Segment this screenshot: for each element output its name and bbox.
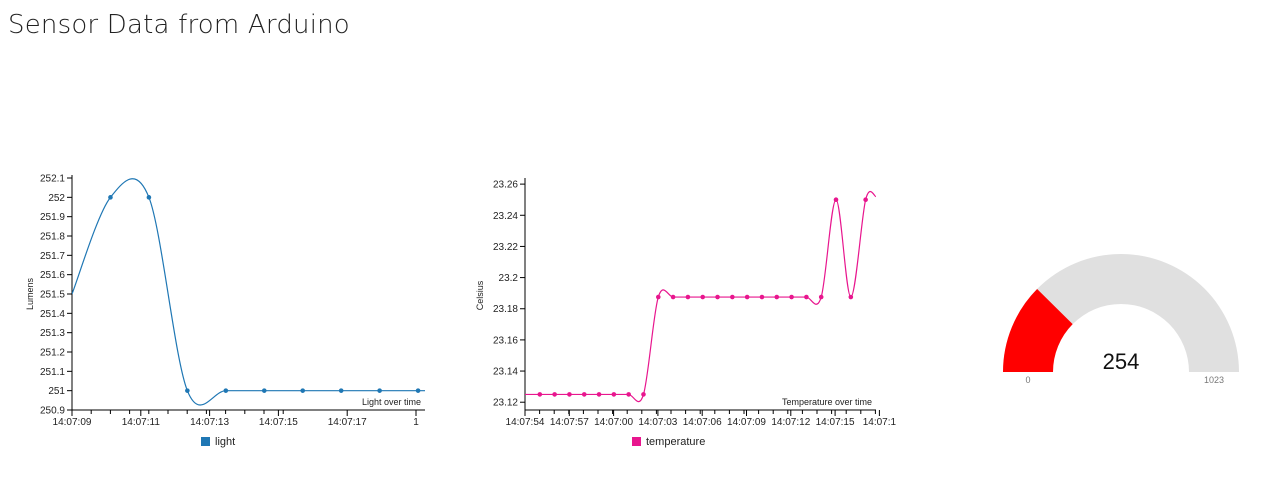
data-point (744, 294, 750, 300)
data-point (685, 294, 691, 300)
y-tick-label: 251.6 (40, 270, 65, 281)
x-tick-label: 14:07:09 (727, 417, 766, 428)
x-tick-label: 14:07:13 (190, 417, 229, 428)
data-point (581, 392, 587, 397)
data-point (759, 294, 765, 300)
x-tick-label: 14:07:03 (638, 417, 677, 428)
gauge-min-label: 0 (1025, 375, 1030, 385)
y-tick-label: 251.3 (40, 328, 65, 339)
x-tick-label: 14:07:15 (259, 417, 298, 428)
legend-label: temperature (646, 436, 705, 448)
data-point (804, 294, 809, 300)
y-tick-label: 251 (48, 386, 65, 397)
x-tick-label: 14:07:06 (683, 417, 722, 428)
x-tick-label: 14:07:12 (771, 417, 810, 428)
data-point (715, 294, 720, 300)
data-point (261, 388, 267, 393)
x-tick-label: 14:07:17 (328, 417, 367, 428)
data-point (108, 195, 113, 200)
chart-annotation: Temperature over time (782, 397, 872, 407)
x-tick-label: 14:07:57 (550, 417, 589, 428)
chart-annotation: Light over time (362, 397, 421, 407)
y-tick-label: 251.9 (40, 212, 65, 223)
y-tick-label: 23.26 (493, 180, 518, 191)
y-tick-label: 23.12 (493, 398, 518, 409)
x-tick-label: 14:07:15 (816, 417, 855, 428)
y-axis-title: Celsius (475, 280, 485, 310)
data-point (655, 294, 661, 300)
y-tick-label: 251.5 (40, 290, 65, 301)
y-tick-label: 252 (48, 193, 65, 204)
data-point (833, 197, 839, 202)
data-point (377, 388, 382, 393)
y-tick-label: 250.9 (40, 406, 65, 417)
y-tick-label: 23.16 (493, 335, 518, 346)
data-point (611, 392, 617, 397)
x-tick-label: 14:07:11 (122, 417, 161, 428)
data-point (146, 195, 152, 200)
legend-label: light (215, 436, 235, 448)
x-tick-label: 14:07:09 (53, 417, 92, 428)
y-axis-title: Lumens (25, 277, 35, 310)
data-point (818, 294, 824, 300)
gauge-track (1003, 254, 1239, 372)
y-tick-label: 23.24 (493, 211, 518, 222)
data-point (863, 197, 868, 202)
data-point (848, 294, 854, 300)
data-point (223, 388, 229, 393)
data-point (338, 388, 344, 393)
data-point (596, 392, 602, 397)
data-point (730, 294, 735, 300)
data-point (537, 392, 543, 397)
y-tick-label: 23.18 (493, 304, 518, 315)
gauge-fill (1003, 289, 1073, 372)
data-point (789, 294, 794, 300)
data-point (670, 294, 676, 300)
data-point (300, 388, 306, 393)
data-point (415, 388, 421, 393)
x-tick-label: 14:07:00 (594, 417, 633, 428)
x-tick-label: 1 (413, 417, 419, 428)
y-tick-label: 251.7 (40, 251, 65, 262)
y-tick-label: 23.14 (493, 367, 518, 378)
y-tick-label: 251.8 (40, 232, 65, 243)
data-point (700, 294, 706, 300)
y-tick-label: 251.1 (40, 367, 65, 378)
y-tick-label: 23.2 (499, 273, 519, 284)
x-tick-label: 14:07:1 (863, 417, 897, 428)
y-tick-label: 251.2 (40, 348, 65, 359)
data-point (641, 392, 646, 397)
x-tick-label: 14:07:54 (506, 417, 545, 428)
data-point (185, 388, 190, 393)
y-tick-label: 251.4 (40, 309, 65, 320)
data-point (567, 392, 572, 397)
legend-swatch (632, 437, 641, 446)
data-point (552, 392, 557, 397)
page-title: Sensor Data from Arduino (8, 10, 350, 40)
gauge-value: 254 (1103, 349, 1140, 374)
y-tick-label: 252.1 (40, 174, 65, 185)
data-point (774, 294, 780, 300)
y-tick-label: 23.22 (493, 242, 518, 253)
legend-swatch (201, 437, 210, 446)
data-point (626, 392, 631, 397)
gauge-max-label: 1023 (1204, 375, 1224, 385)
